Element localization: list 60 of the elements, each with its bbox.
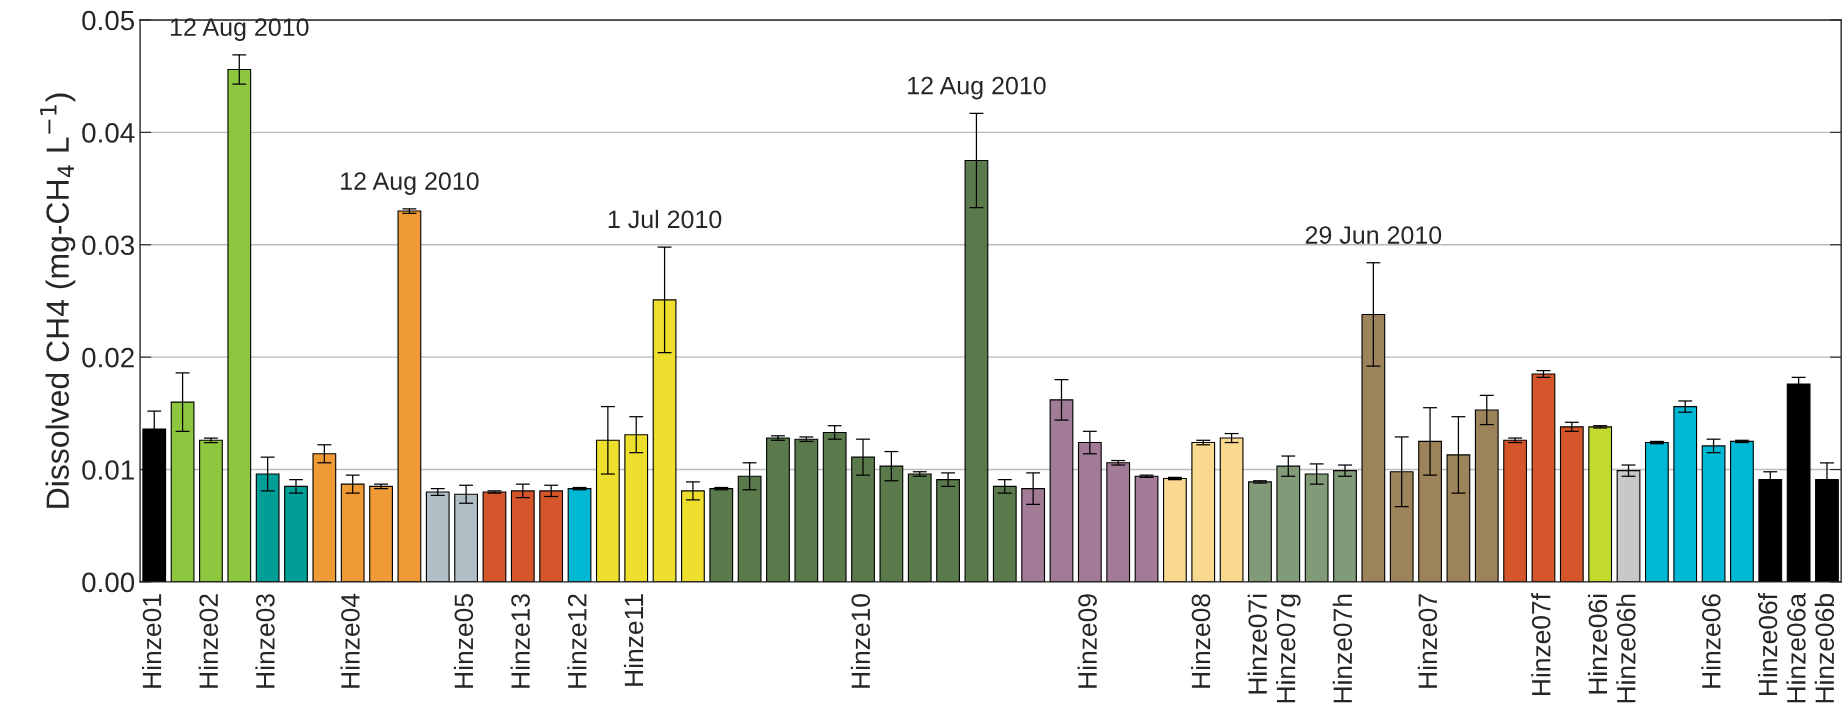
x-tick-label: Hinze09 (1077, 594, 1097, 688)
bar (1163, 477, 1187, 582)
bar (369, 485, 393, 582)
bar (1730, 440, 1754, 582)
x-tick-label: Hinze07g (1276, 594, 1301, 703)
y-tick-label: 0.02 (82, 347, 134, 368)
x-tick-label: Hinze02 (198, 594, 219, 688)
bar (794, 438, 819, 582)
bar (425, 491, 450, 582)
bar (1503, 439, 1528, 582)
y-tick-label: 0.03 (82, 235, 134, 256)
bar (1248, 481, 1272, 582)
x-tick-label: Hinze13 (510, 594, 530, 688)
x-tick-label: Hinze11 (623, 594, 644, 686)
bar (199, 439, 223, 582)
bar (1673, 406, 1698, 582)
bar (539, 490, 564, 582)
annotation: 1 Jul 2010 (608, 209, 722, 229)
annotation: 29 Jun 2010 (1305, 226, 1442, 244)
bar (1644, 441, 1669, 582)
bar (397, 210, 422, 582)
x-tick-label: Hinze03 (255, 594, 275, 688)
x-tick-label: Hinze06 (1701, 594, 1721, 688)
x-tick-label: Hinze07f (1531, 592, 1551, 695)
x-tick-label: Hinze06h (1616, 594, 1636, 703)
x-tick-label: Hinze07i (1247, 594, 1268, 694)
bar (1588, 426, 1613, 582)
x-tick-label: Hinze06a (1786, 593, 1806, 703)
annotation: 12 Aug 2010 (908, 76, 1046, 100)
bar (482, 491, 507, 582)
x-tick-label: Hinze10 (850, 594, 871, 688)
x-tick-label: Hinze06b (1814, 594, 1835, 703)
x-tick-label: Hinze06i (1587, 594, 1608, 694)
bar (1134, 475, 1159, 582)
bar (1106, 462, 1131, 582)
x-tick-label: Hinze07h (1332, 594, 1353, 703)
y-tick-label: 0.04 (82, 123, 135, 143)
bar (1616, 470, 1641, 582)
x-tick-label: Hinze06f (1757, 592, 1778, 695)
y-tick-label: 0.01 (82, 460, 134, 480)
y-tick-label: 0.05 (82, 10, 135, 31)
x-tick-label: Hinze05 (453, 594, 474, 688)
x-tick-label: Hinze08 (1190, 594, 1211, 688)
x-tick-label: Hinze12 (567, 594, 587, 688)
annotation: 12 Aug 2010 (341, 172, 479, 195)
y-axis-title: Dissolved CH4 (mg-CH$_{4}$ L$^{−1}$) (40, 93, 76, 508)
y-tick-label: 0.00 (82, 572, 135, 593)
bar (1219, 437, 1244, 582)
bar (1333, 470, 1357, 582)
bar (709, 488, 734, 582)
bar (766, 437, 790, 582)
bar (1531, 373, 1556, 582)
bar (1191, 441, 1216, 582)
x-tick-label: Hinze04 (340, 593, 360, 688)
bar (1559, 426, 1584, 582)
x-tick-label: Hinze01 (141, 594, 162, 688)
x-tick-label: Hinze07 (1417, 594, 1438, 688)
annotation: 12 Aug 2010 (171, 18, 309, 41)
bar (567, 488, 592, 582)
bar (907, 473, 932, 582)
